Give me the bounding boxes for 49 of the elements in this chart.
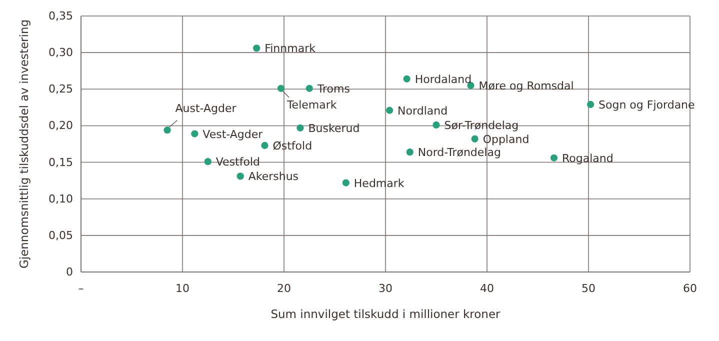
x-tick-label: 50 (582, 282, 596, 295)
point (586, 100, 594, 108)
y-axis-title: Gjennomsnittlig tilskuddsdel av investering (17, 19, 31, 269)
y-tick-label: 0,25 (48, 82, 73, 96)
y-tick-label: 0 (66, 266, 73, 279)
point (261, 142, 268, 150)
point (306, 84, 313, 92)
annotation: Rogaland (562, 152, 614, 165)
annotation: Finnmark (264, 42, 316, 56)
point (277, 84, 285, 92)
point (342, 179, 350, 186)
annotation: Oppland (482, 132, 530, 146)
annotation: Telemark (286, 98, 338, 112)
annotation: Akershus (248, 170, 299, 184)
y-tick-label: 0,35 (48, 10, 73, 23)
point (204, 158, 212, 166)
y-tick-label: 0,10 (48, 192, 73, 206)
point (253, 44, 260, 52)
annotation: Vest-Agder (202, 128, 264, 141)
x-tick-label: 30 (378, 282, 392, 295)
annotation: Østfold (272, 139, 312, 152)
point (550, 154, 558, 162)
y-tick-label: 0,05 (48, 228, 73, 242)
annotation: Hordaland (414, 72, 472, 86)
x-tick-label: 10 (176, 282, 190, 295)
point (406, 148, 414, 156)
y-tick-label: 0,20 (48, 119, 73, 132)
point (403, 75, 410, 82)
annotation: Buskerud (308, 122, 360, 135)
x-tick-label: 20 (277, 282, 291, 295)
point (164, 126, 171, 134)
x-axis-title: Sum innvilget tilskudd i millioner kroner (270, 307, 501, 321)
point (471, 135, 478, 142)
point (432, 121, 440, 129)
annotation: Nord-Trøndelag (418, 146, 501, 160)
y-tick-label: 0,15 (48, 156, 73, 169)
point (386, 106, 394, 114)
point (236, 172, 244, 180)
point (296, 124, 304, 132)
x-tick-label: 40 (480, 282, 494, 295)
annotation: Hedmark (354, 176, 405, 190)
x-tick-label: – (78, 282, 84, 295)
point (191, 130, 198, 138)
y-tick-label: 0,30 (48, 46, 73, 60)
x-tick-label: 60 (683, 282, 697, 295)
annotation: Sogn og Fjordane (598, 98, 696, 112)
annotation: Møre og Romsdal (478, 79, 574, 92)
annotation: Aust-Agder (175, 102, 237, 116)
annotation: Nordland (398, 104, 448, 118)
